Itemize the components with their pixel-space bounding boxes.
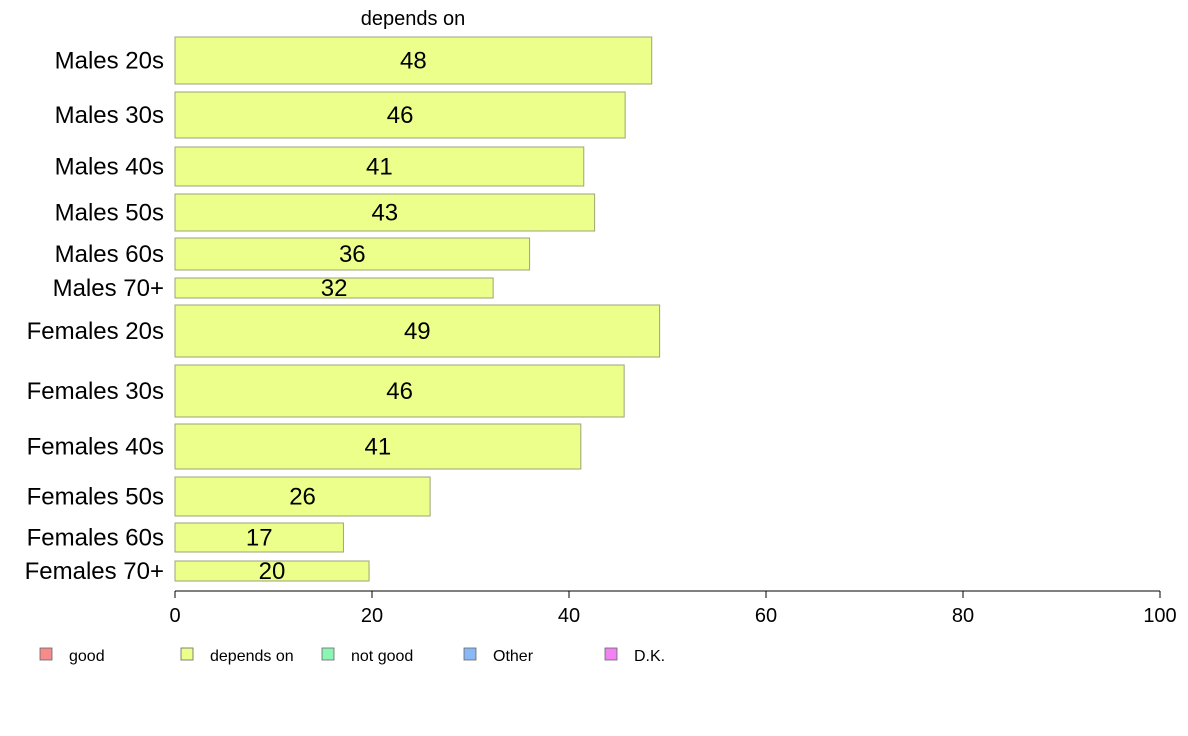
category-label: Males 50s xyxy=(55,200,164,227)
bar xyxy=(174,277,494,299)
category-label: Females 40s xyxy=(27,434,164,461)
category-label: Males 60s xyxy=(55,241,164,268)
x-tick-label: 80 xyxy=(952,605,974,627)
category-label: Females 30s xyxy=(27,378,164,405)
legend-label: Other xyxy=(493,648,534,665)
x-tick-label: 40 xyxy=(558,605,580,627)
legend-label: not good xyxy=(351,648,413,665)
legend-swatch xyxy=(321,647,335,661)
bar xyxy=(174,364,625,418)
x-tick-label: 20 xyxy=(361,605,383,627)
bar-value-label: 48 xyxy=(400,48,427,75)
legend: good depends on not good Other D.K. xyxy=(39,647,665,665)
bar xyxy=(174,193,596,232)
x-tick-label: 100 xyxy=(1143,605,1176,627)
bar xyxy=(174,423,582,470)
category-label: Females 70+ xyxy=(25,558,164,585)
category-label: Females 20s xyxy=(27,318,164,345)
bar xyxy=(174,560,370,582)
bar xyxy=(174,91,626,139)
bar xyxy=(174,237,531,271)
bars-group: Males 20s 48 Males 30s 46 Males 40s 41 Males 5… xyxy=(25,36,661,585)
bar-value-label: 17 xyxy=(246,525,273,552)
x-tick-label: 0 xyxy=(169,605,180,627)
bar-value-label: 20 xyxy=(259,558,286,585)
legend-swatch xyxy=(180,647,194,661)
bar-value-label: 41 xyxy=(366,154,393,181)
bar xyxy=(174,476,431,517)
legend-swatch xyxy=(463,647,477,661)
bar xyxy=(174,36,653,85)
category-label: Females 60s xyxy=(27,525,164,552)
category-label: Females 50s xyxy=(27,484,164,511)
bar-value-label: 26 xyxy=(289,484,316,511)
legend-swatch xyxy=(39,647,53,661)
bar-value-label: 32 xyxy=(321,275,348,302)
bar-value-label: 36 xyxy=(339,241,366,268)
bar-value-label: 46 xyxy=(386,378,413,405)
legend-label: good xyxy=(69,648,105,665)
bar xyxy=(174,146,585,187)
chart-title: depends on xyxy=(361,8,466,30)
category-label: Males 70+ xyxy=(53,275,164,302)
bar-value-label: 43 xyxy=(371,200,398,227)
category-label: Males 20s xyxy=(55,48,164,75)
x-tick-label: 60 xyxy=(755,605,777,627)
bar xyxy=(174,304,661,358)
legend-label: depends on xyxy=(210,648,294,665)
bar-value-label: 49 xyxy=(404,318,431,345)
bar-value-label: 41 xyxy=(365,434,392,461)
category-label: Males 40s xyxy=(55,154,164,181)
category-label: Males 30s xyxy=(55,102,164,129)
legend-swatch xyxy=(604,647,618,661)
legend-label: D.K. xyxy=(634,648,665,665)
bar-value-label: 46 xyxy=(387,102,414,129)
x-axis: 0 20 40 60 80 100 xyxy=(169,590,1177,627)
bar xyxy=(174,522,344,553)
